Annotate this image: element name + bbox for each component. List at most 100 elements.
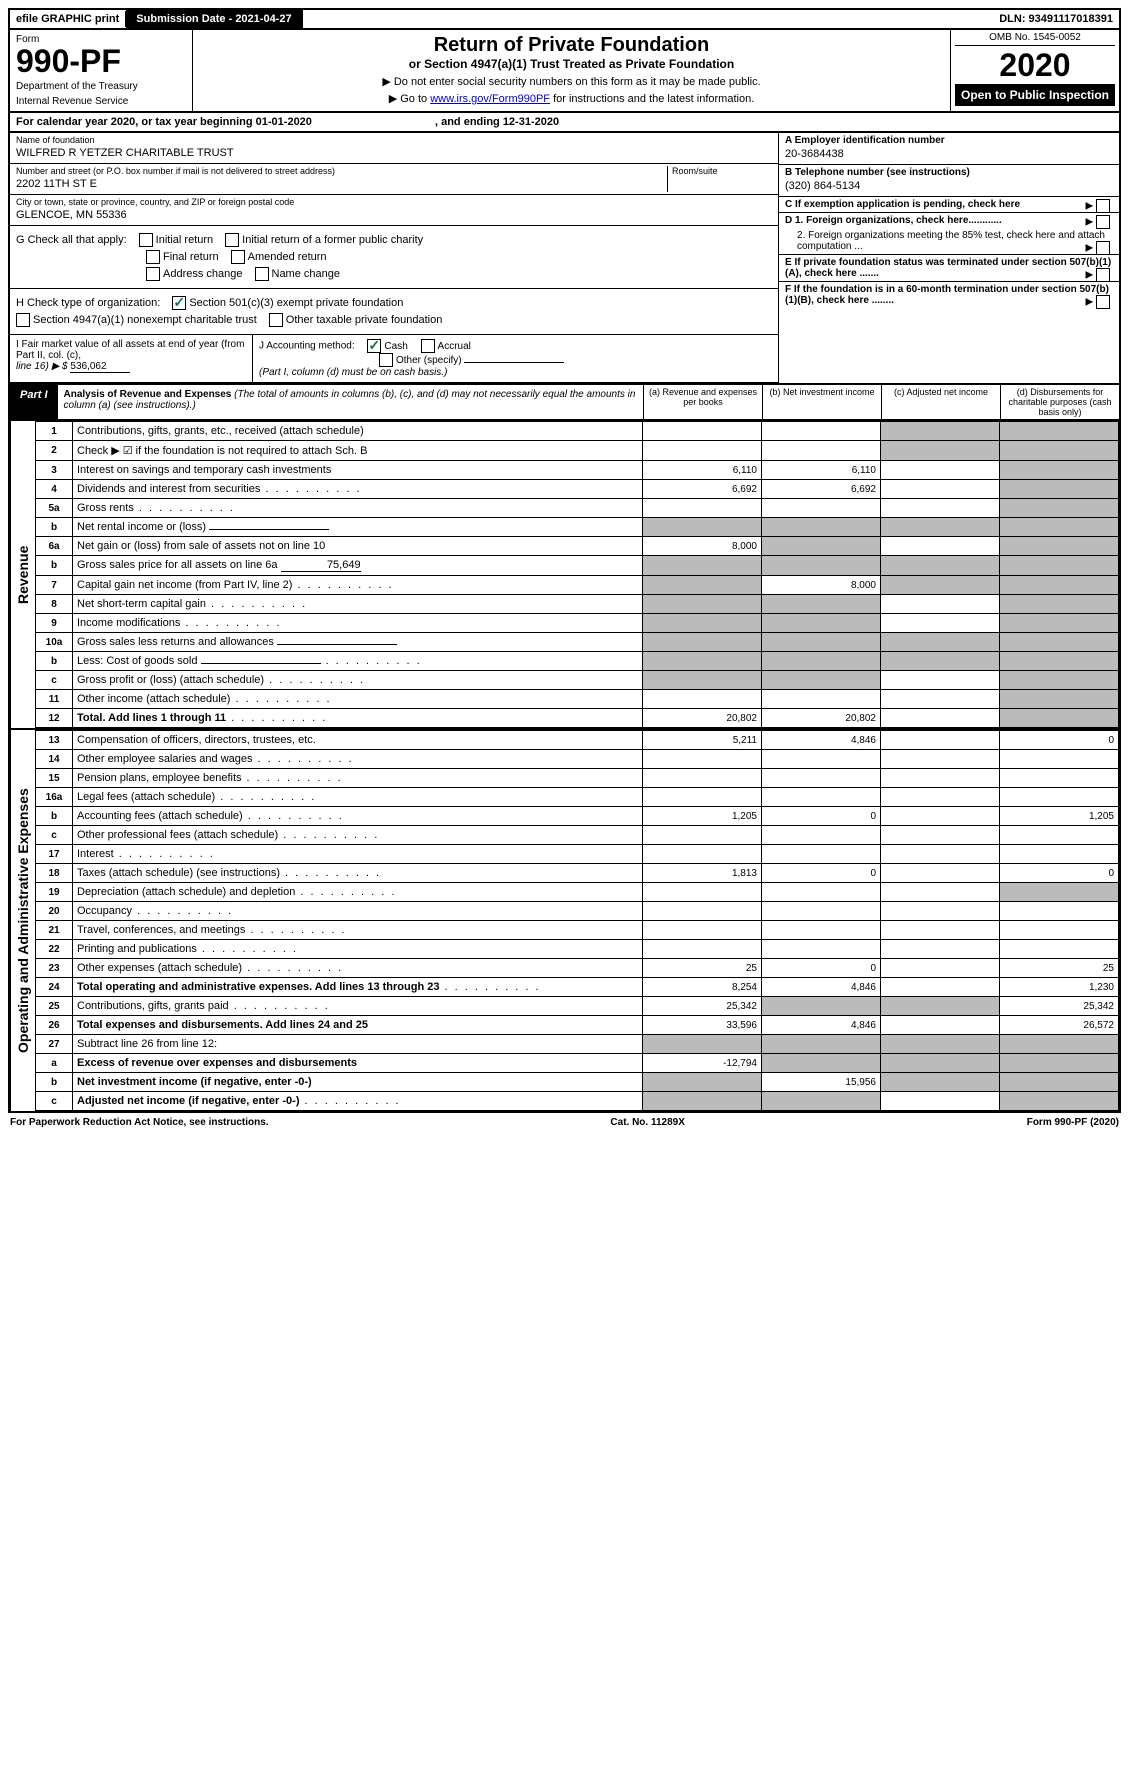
revenue-side-label: Revenue bbox=[10, 421, 35, 728]
cell-value: 8,254 bbox=[643, 978, 762, 997]
table-row: 3Interest on savings and temporary cash … bbox=[36, 461, 1119, 480]
cb-initial-return[interactable] bbox=[139, 233, 153, 247]
cell-value bbox=[1000, 921, 1119, 940]
row-number: 17 bbox=[36, 845, 73, 864]
cb-accrual[interactable] bbox=[421, 339, 435, 353]
cell-value bbox=[643, 499, 762, 518]
cell-shaded bbox=[643, 1035, 762, 1054]
row-number: 9 bbox=[36, 614, 73, 633]
cell-shaded bbox=[881, 556, 1000, 576]
cell-value bbox=[881, 978, 1000, 997]
cell-shaded bbox=[1000, 709, 1119, 728]
cb-final-return[interactable] bbox=[146, 250, 160, 264]
cell-shaded bbox=[643, 576, 762, 595]
col-d-head: (d) Disbursements for charitable purpose… bbox=[1000, 385, 1119, 419]
cb-cash[interactable] bbox=[367, 339, 381, 353]
row-desc: Pension plans, employee benefits bbox=[73, 769, 643, 788]
row-desc: Depreciation (attach schedule) and deple… bbox=[73, 883, 643, 902]
cb-address-change[interactable] bbox=[146, 267, 160, 281]
cell-shaded bbox=[762, 556, 881, 576]
irs-link[interactable]: www.irs.gov/Form990PF bbox=[430, 93, 550, 105]
cell-shaded bbox=[643, 671, 762, 690]
cb-other-taxable[interactable] bbox=[269, 313, 283, 327]
f-cell: F If the foundation is in a 60-month ter… bbox=[779, 282, 1119, 308]
cell-shaded bbox=[762, 1035, 881, 1054]
cell-value bbox=[762, 499, 881, 518]
cell-value: 0 bbox=[1000, 864, 1119, 883]
row-number: 11 bbox=[36, 690, 73, 709]
table-row: 5aGross rents bbox=[36, 499, 1119, 518]
tax-year: 2020 bbox=[955, 46, 1115, 84]
table-row: aExcess of revenue over expenses and dis… bbox=[36, 1054, 1119, 1073]
table-row: bLess: Cost of goods sold bbox=[36, 652, 1119, 671]
row-desc: Accounting fees (attach schedule) bbox=[73, 807, 643, 826]
row-number: c bbox=[36, 826, 73, 845]
col-c-head: (c) Adjusted net income bbox=[881, 385, 1000, 419]
cell-value: 25 bbox=[643, 959, 762, 978]
cb-name-change[interactable] bbox=[255, 267, 269, 281]
table-row: 20Occupancy bbox=[36, 902, 1119, 921]
cb-other-method[interactable] bbox=[379, 353, 393, 367]
dln: DLN: 93491117018391 bbox=[993, 11, 1119, 27]
cb-c[interactable] bbox=[1096, 199, 1110, 213]
cell-value bbox=[881, 537, 1000, 556]
cell-value: 0 bbox=[762, 959, 881, 978]
cell-shaded bbox=[643, 556, 762, 576]
table-row: 17Interest bbox=[36, 845, 1119, 864]
cell-value bbox=[762, 690, 881, 709]
form-subtitle: or Section 4947(a)(1) Trust Treated as P… bbox=[203, 57, 940, 71]
cell-shaded bbox=[1000, 480, 1119, 499]
cb-d1[interactable] bbox=[1096, 215, 1110, 229]
row-desc: Total expenses and disbursements. Add li… bbox=[73, 1016, 643, 1035]
table-row: 1Contributions, gifts, grants, etc., rec… bbox=[36, 422, 1119, 441]
cell-value: 1,230 bbox=[1000, 978, 1119, 997]
cb-amended-return[interactable] bbox=[231, 250, 245, 264]
cb-initial-former[interactable] bbox=[225, 233, 239, 247]
cell-shaded bbox=[1000, 883, 1119, 902]
cell-shaded bbox=[1000, 422, 1119, 441]
table-row: bNet investment income (if negative, ent… bbox=[36, 1073, 1119, 1092]
cb-501c3[interactable] bbox=[172, 296, 186, 310]
row-number: 2 bbox=[36, 441, 73, 461]
row-desc: Total operating and administrative expen… bbox=[73, 978, 643, 997]
cell-value bbox=[643, 940, 762, 959]
cell-value: 0 bbox=[762, 864, 881, 883]
cell-value bbox=[881, 499, 1000, 518]
cell-value bbox=[881, 731, 1000, 750]
cell-value bbox=[762, 441, 881, 461]
cell-shaded bbox=[643, 633, 762, 652]
cell-value: 8,000 bbox=[762, 576, 881, 595]
row-number: 25 bbox=[36, 997, 73, 1016]
row-number: b bbox=[36, 652, 73, 671]
omb-number: OMB No. 1545-0052 bbox=[955, 32, 1115, 46]
info-grid: Name of foundation WILFRED R YETZER CHAR… bbox=[8, 133, 1121, 385]
form-header: Form 990-PF Department of the Treasury I… bbox=[8, 30, 1121, 113]
row-number: a bbox=[36, 1054, 73, 1073]
cb-d2[interactable] bbox=[1096, 241, 1110, 255]
cb-e[interactable] bbox=[1096, 268, 1110, 282]
row-desc: Gross sales price for all assets on line… bbox=[73, 556, 643, 576]
row-desc: Taxes (attach schedule) (see instruction… bbox=[73, 864, 643, 883]
row-desc: Contributions, gifts, grants, etc., rece… bbox=[73, 422, 643, 441]
cell-value: 25,342 bbox=[643, 997, 762, 1016]
cell-value bbox=[643, 422, 762, 441]
address-cell: Number and street (or P.O. box number if… bbox=[10, 164, 778, 195]
table-row: bAccounting fees (attach schedule)1,2050… bbox=[36, 807, 1119, 826]
cell-value bbox=[881, 1016, 1000, 1035]
row-desc: Legal fees (attach schedule) bbox=[73, 788, 643, 807]
row-number: 26 bbox=[36, 1016, 73, 1035]
cell-value: 4,846 bbox=[762, 978, 881, 997]
cell-shaded bbox=[762, 518, 881, 537]
section-i-j: I Fair market value of all assets at end… bbox=[10, 335, 778, 383]
cb-4947[interactable] bbox=[16, 313, 30, 327]
cell-shaded bbox=[1000, 595, 1119, 614]
revenue-table: 1Contributions, gifts, grants, etc., rec… bbox=[35, 421, 1119, 728]
cell-value bbox=[643, 826, 762, 845]
cb-f[interactable] bbox=[1096, 295, 1110, 309]
cell-shaded bbox=[762, 671, 881, 690]
cell-value bbox=[762, 422, 881, 441]
cell-shaded bbox=[762, 997, 881, 1016]
cell-shaded bbox=[1000, 690, 1119, 709]
row-number: 5a bbox=[36, 499, 73, 518]
col-b-head: (b) Net investment income bbox=[762, 385, 881, 419]
